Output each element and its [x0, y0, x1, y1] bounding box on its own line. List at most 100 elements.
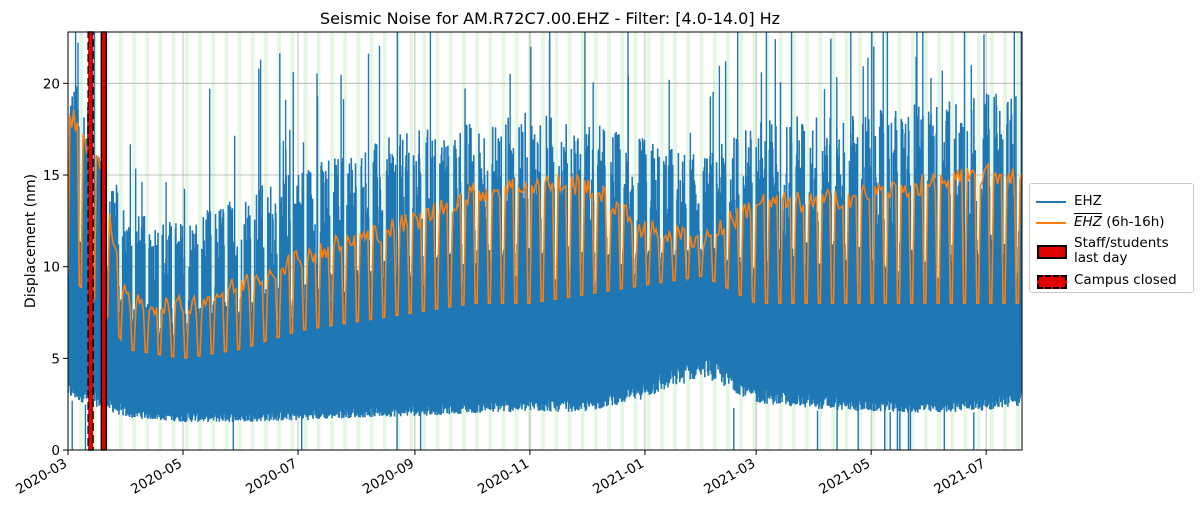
weekend-band — [1003, 32, 1007, 450]
marker-bar — [87, 31, 94, 451]
weekend-band — [633, 32, 638, 450]
weekend-band — [712, 32, 717, 450]
weekend-band — [897, 32, 902, 450]
weekend-band — [805, 32, 809, 450]
weekend-band — [950, 32, 955, 450]
weekend-band — [184, 32, 189, 450]
legend-label-ehz-daytime-overline: EHZ — [1074, 214, 1102, 230]
weekend-band — [844, 32, 849, 450]
weekend-band — [369, 32, 374, 450]
weekend-band — [567, 32, 572, 450]
weekend-band — [475, 32, 480, 450]
weekend-band — [594, 32, 598, 450]
weekend-band — [673, 32, 677, 450]
weekend-band — [752, 32, 757, 450]
staff-last-day-marker — [100, 31, 108, 451]
weekend-band — [554, 32, 559, 450]
weekend-band — [686, 32, 691, 450]
weekend-band — [356, 32, 361, 450]
weekend-band — [316, 32, 321, 450]
weekend-band — [963, 32, 968, 450]
x-tick-label: 2021-01 — [590, 456, 647, 498]
weekend-band — [857, 32, 862, 450]
weekend-band — [607, 32, 611, 450]
chart-legend: EHZ EHZ (6h-16h) Staff/students last day … — [1029, 183, 1194, 293]
weekend-band — [488, 32, 493, 450]
legend-label-ehz: EHZ — [1074, 193, 1102, 209]
series-ehz — [68, 32, 1022, 450]
weekend-band — [831, 32, 836, 450]
x-tick-label: 2021-05 — [816, 456, 873, 498]
x-axis: 2020-03 2020-05 2020-07 2020-09 2020-11 2021-… — [13, 450, 988, 498]
plot-frame — [67, 31, 1023, 451]
weekend-band — [765, 32, 770, 450]
weekend-band — [448, 32, 453, 450]
weekend-band — [541, 32, 545, 450]
y-tick-label: 20 — [43, 76, 60, 92]
weekend-band — [237, 32, 242, 450]
weekend-band — [435, 32, 440, 450]
weekend-band — [132, 32, 136, 450]
legend-label-staff-line1: Staff/students — [1074, 235, 1169, 251]
weekend-band — [158, 32, 163, 450]
weekend-band — [250, 32, 255, 450]
weekend-band — [105, 32, 110, 450]
y-tick-label: 10 — [43, 260, 60, 276]
weekend-band — [118, 32, 123, 450]
legend-entry-ehz: EHZ — [1036, 194, 1102, 209]
weekend-band — [409, 32, 414, 450]
weekend-band — [791, 32, 796, 450]
weekend-band — [660, 32, 664, 450]
ehz-daytime-line — [68, 110, 1022, 359]
legend-swatch-staff-last-day — [1036, 244, 1067, 259]
legend-label-ehz-daytime-suffix: (6h-16h) — [1101, 214, 1165, 230]
y-tick-label: 15 — [43, 168, 60, 184]
weekend-band — [501, 32, 506, 450]
legend-label-staff-line2: last day — [1074, 250, 1128, 266]
weekend-band — [580, 32, 585, 450]
x-tick-label: 2021-03 — [701, 456, 758, 498]
x-tick-label: 2021-07 — [931, 456, 988, 498]
legend-label-campus-closed: Campus closed — [1074, 272, 1177, 288]
campus-closed-marker — [87, 31, 94, 451]
weekend-band — [171, 32, 176, 450]
weekend-band — [923, 32, 928, 450]
weekend-band — [818, 32, 823, 450]
weekend-band — [211, 32, 216, 450]
chart-title: Seismic Noise for AM.R72C7.00.EHZ - Filt… — [320, 9, 780, 28]
weekend-band — [725, 32, 730, 450]
weekend-band — [884, 32, 889, 450]
legend-entry-campus-closed: Campus closed — [1036, 272, 1177, 289]
weekend-band — [145, 32, 150, 450]
weekend-band — [198, 32, 202, 450]
legend-entry-ehz-daytime: EHZ (6h-16h) — [1036, 215, 1165, 230]
legend-label-ehz-daytime: EHZ (6h-16h) — [1074, 215, 1165, 230]
weekend-band — [382, 32, 387, 450]
weekend-band — [620, 32, 625, 450]
weekend-band — [462, 32, 466, 450]
x-tick-label: 2020-05 — [128, 456, 185, 498]
marker-bar — [100, 31, 108, 451]
y-tick-label: 5 — [51, 351, 60, 367]
y-tick-label: 0 — [51, 443, 60, 459]
legend-entry-staff-last-day: Staff/students last day — [1036, 236, 1169, 266]
weekend-band — [290, 32, 295, 450]
series-ehz-daytime — [68, 110, 1022, 359]
x-tick-label: 2020-07 — [243, 456, 300, 498]
y-axis: 0 5 10 15 20 — [43, 76, 68, 459]
weekend-band — [937, 32, 941, 450]
weekend-band — [646, 32, 651, 450]
weekend-band — [910, 32, 915, 450]
weekend-band — [514, 32, 519, 450]
weekend-band — [739, 32, 743, 450]
x-tick-label: 2020-09 — [360, 456, 417, 498]
x-tick-label: 2020-03 — [13, 456, 70, 498]
legend-swatch-ehz — [1036, 195, 1066, 209]
weekend-band — [224, 32, 229, 450]
x-tick-label: 2020-11 — [475, 456, 532, 498]
weekend-band — [871, 32, 875, 450]
weekend-band — [422, 32, 427, 450]
weekend-band — [343, 32, 348, 450]
legend-label-staff-last-day: Staff/students last day — [1074, 236, 1169, 266]
